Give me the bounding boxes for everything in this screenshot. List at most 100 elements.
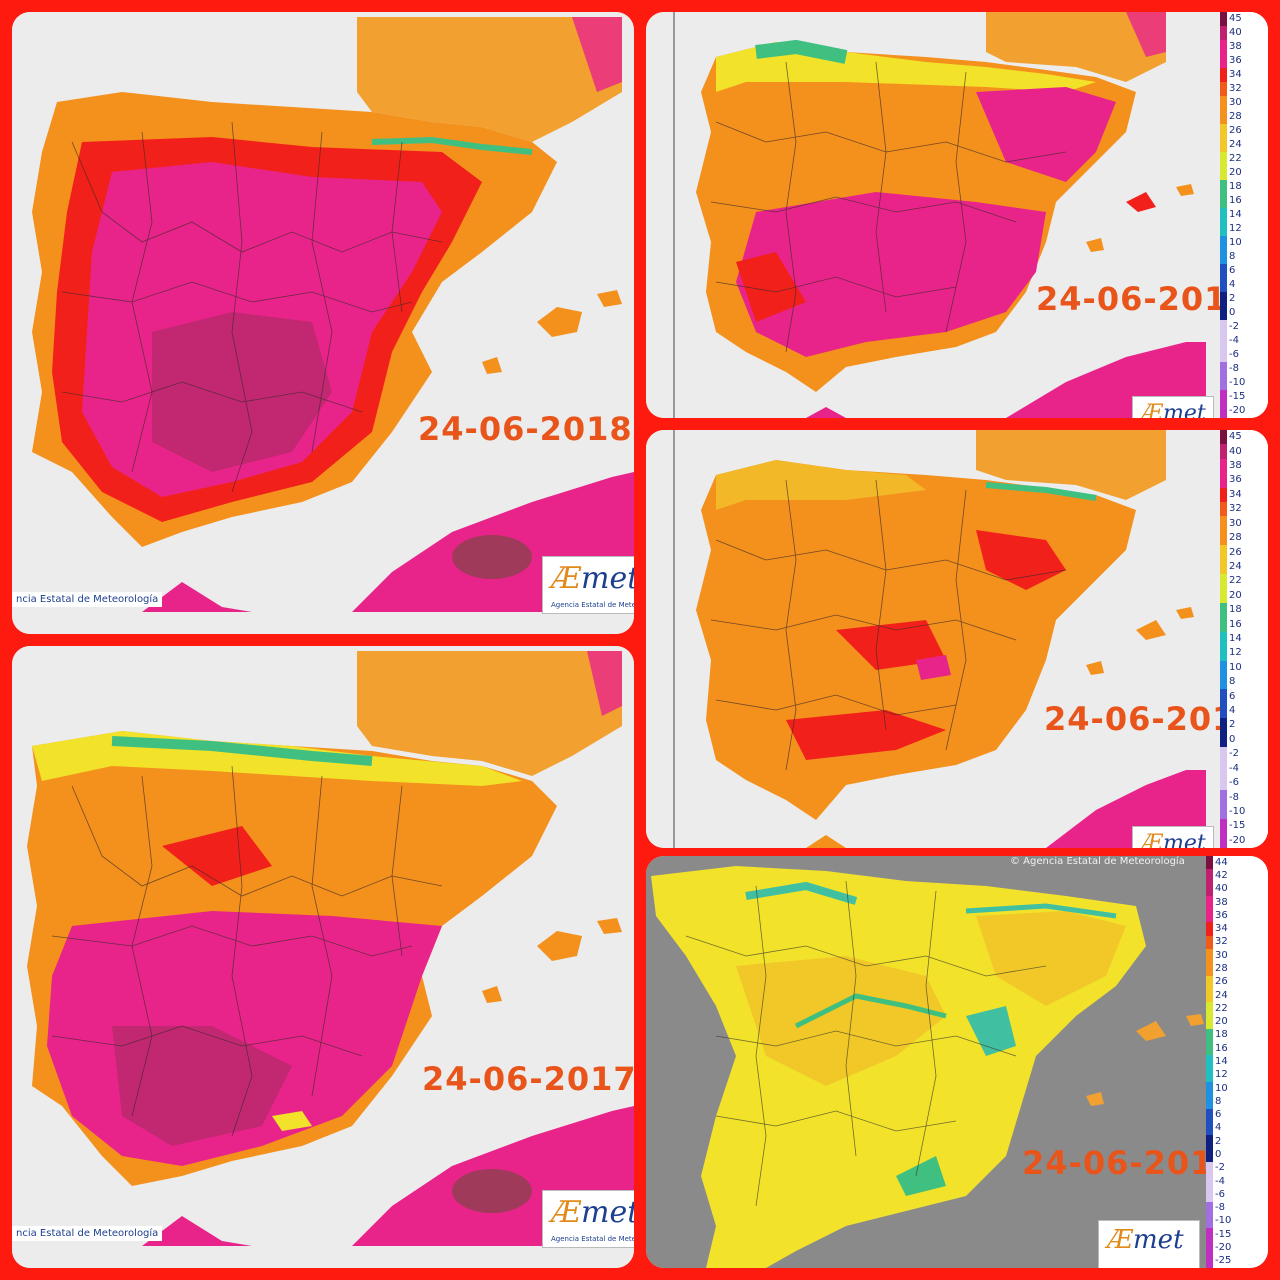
- legend-swatch: [1220, 775, 1227, 791]
- temperature-legend-2014: 44 42 40 38 36 34 32 30 28 26 24 22 20 18 16 14 12 10 8 6 4 2…: [1206, 856, 1268, 1268]
- legend-label: 36: [1229, 55, 1242, 66]
- legend-label: 22: [1229, 153, 1242, 164]
- map-date-label-2018: 24-06-2018: [418, 410, 633, 448]
- legend-label: -6: [1215, 1188, 1225, 1200]
- legend-label: 38: [1229, 41, 1242, 52]
- legend-label: 24: [1215, 989, 1228, 1001]
- legend-label: 44: [1215, 856, 1228, 868]
- legend-swatch: [1220, 390, 1227, 404]
- legend-swatch: [1206, 1254, 1213, 1268]
- legend-label: 0: [1215, 1149, 1222, 1161]
- legend-label: 30: [1215, 949, 1228, 961]
- legend-swatch: [1220, 362, 1227, 376]
- legend-label: 38: [1215, 896, 1228, 908]
- legend-label: -8: [1229, 363, 1239, 374]
- map-panel-2018: 24-06-2018 ncia Estatal de Meteorología …: [12, 12, 634, 634]
- legend-swatch: [1220, 138, 1227, 152]
- legend-swatch: [1206, 1188, 1213, 1203]
- legend-label: 2: [1229, 719, 1236, 731]
- legend-label: 30: [1229, 97, 1242, 108]
- aemet-logo-text: Æmet: [1141, 401, 1206, 418]
- legend-label: 28: [1229, 111, 1242, 122]
- legend-swatch: [1220, 588, 1227, 604]
- legend-label: -20: [1215, 1242, 1232, 1254]
- legend-label: 28: [1229, 532, 1242, 544]
- legend-swatch: [1206, 1055, 1213, 1070]
- legend-swatch: [1220, 292, 1227, 306]
- legend-label: 28: [1215, 962, 1228, 974]
- legend-swatch: [1220, 152, 1227, 166]
- aemet-logo-text: Æmet: [1107, 1225, 1184, 1255]
- legend-swatch: [1220, 574, 1227, 590]
- legend-label: 26: [1229, 125, 1242, 136]
- legend-swatch: [1206, 922, 1213, 937]
- legend-label: 20: [1215, 1016, 1228, 1028]
- legend-swatch: [1220, 689, 1227, 705]
- legend-label: 42: [1215, 869, 1228, 881]
- legend-swatch: [1206, 988, 1213, 1003]
- legend-label: 36: [1215, 909, 1228, 921]
- legend-label: 20: [1229, 167, 1242, 178]
- map-panel-2017: 24-06-2017 ncia Estatal de Meteorología …: [12, 646, 634, 1268]
- legend-swatch: [1206, 949, 1213, 964]
- aemet-logo-subtitle: Agencia Estatal de Meteorología: [551, 601, 634, 609]
- legend-swatch: [1220, 26, 1227, 40]
- aemet-logo-2015: Æmet: [1132, 826, 1214, 848]
- legend-label: 24: [1229, 560, 1242, 572]
- legend-swatch: [1206, 882, 1213, 897]
- legend-swatch: [1206, 1161, 1213, 1176]
- legend-swatch: [1220, 180, 1227, 194]
- aemet-logo-2017: Æmet Agencia Estatal de Meteorología: [542, 1190, 634, 1248]
- temperature-map-2017: [12, 646, 634, 1268]
- legend-swatch: [1220, 82, 1227, 96]
- legend-label: -20: [1229, 405, 1246, 416]
- legend-swatch: [1220, 732, 1227, 748]
- legend-swatch: [1206, 962, 1213, 977]
- legend-label: 26: [1229, 546, 1242, 558]
- legend-swatch: [1220, 703, 1227, 719]
- legend-label: 12: [1215, 1069, 1228, 1081]
- legend-label: 10: [1215, 1082, 1228, 1094]
- temperature-map-2018: [12, 12, 634, 634]
- legend-swatch: [1220, 444, 1227, 460]
- legend-label: -10: [1215, 1215, 1232, 1227]
- legend-swatch: [1220, 208, 1227, 222]
- legend-label: 34: [1229, 488, 1242, 500]
- legend-swatch: [1206, 869, 1213, 884]
- legend-swatch: [1220, 68, 1227, 82]
- legend-label: 38: [1229, 460, 1242, 472]
- legend-swatch: [1220, 646, 1227, 662]
- legend-swatch: [1206, 1121, 1213, 1136]
- legend-swatch: [1220, 348, 1227, 362]
- legend-swatch: [1206, 1068, 1213, 1083]
- legend-swatch: [1220, 559, 1227, 575]
- legend-swatch: [1220, 747, 1227, 763]
- legend-label: -2: [1229, 321, 1239, 332]
- legend-swatch: [1206, 935, 1213, 950]
- legend-label: -2: [1215, 1162, 1225, 1174]
- legend-swatch: [1220, 96, 1227, 110]
- legend-label: 16: [1229, 195, 1242, 206]
- legend-label: 36: [1229, 474, 1242, 486]
- legend-swatch: [1220, 530, 1227, 546]
- legend-label: 4: [1229, 705, 1236, 717]
- legend-swatch: [1206, 1228, 1213, 1243]
- legend-label: -15: [1229, 820, 1246, 832]
- aemet-credit-2014: © Agencia Estatal de Meteorología: [1010, 856, 1185, 867]
- legend-label: 4: [1215, 1122, 1222, 1134]
- map-date-label-2014: 24-06-2014: [1022, 1144, 1237, 1182]
- legend-label: 16: [1229, 618, 1242, 630]
- legend-swatch: [1206, 1002, 1213, 1017]
- legend-label: 0: [1229, 307, 1236, 318]
- legend-swatch: [1220, 320, 1227, 334]
- legend-label: 12: [1229, 223, 1242, 234]
- legend-label: 10: [1229, 661, 1242, 673]
- legend-swatch: [1220, 660, 1227, 676]
- legend-label: -15: [1215, 1228, 1232, 1240]
- legend-swatch: [1220, 761, 1227, 777]
- legend-swatch: [1220, 516, 1227, 532]
- legend-label: -15: [1229, 391, 1246, 402]
- legend-swatch: [1220, 545, 1227, 561]
- temperature-map-2014: [646, 856, 1268, 1268]
- legend-label: 2: [1229, 293, 1236, 304]
